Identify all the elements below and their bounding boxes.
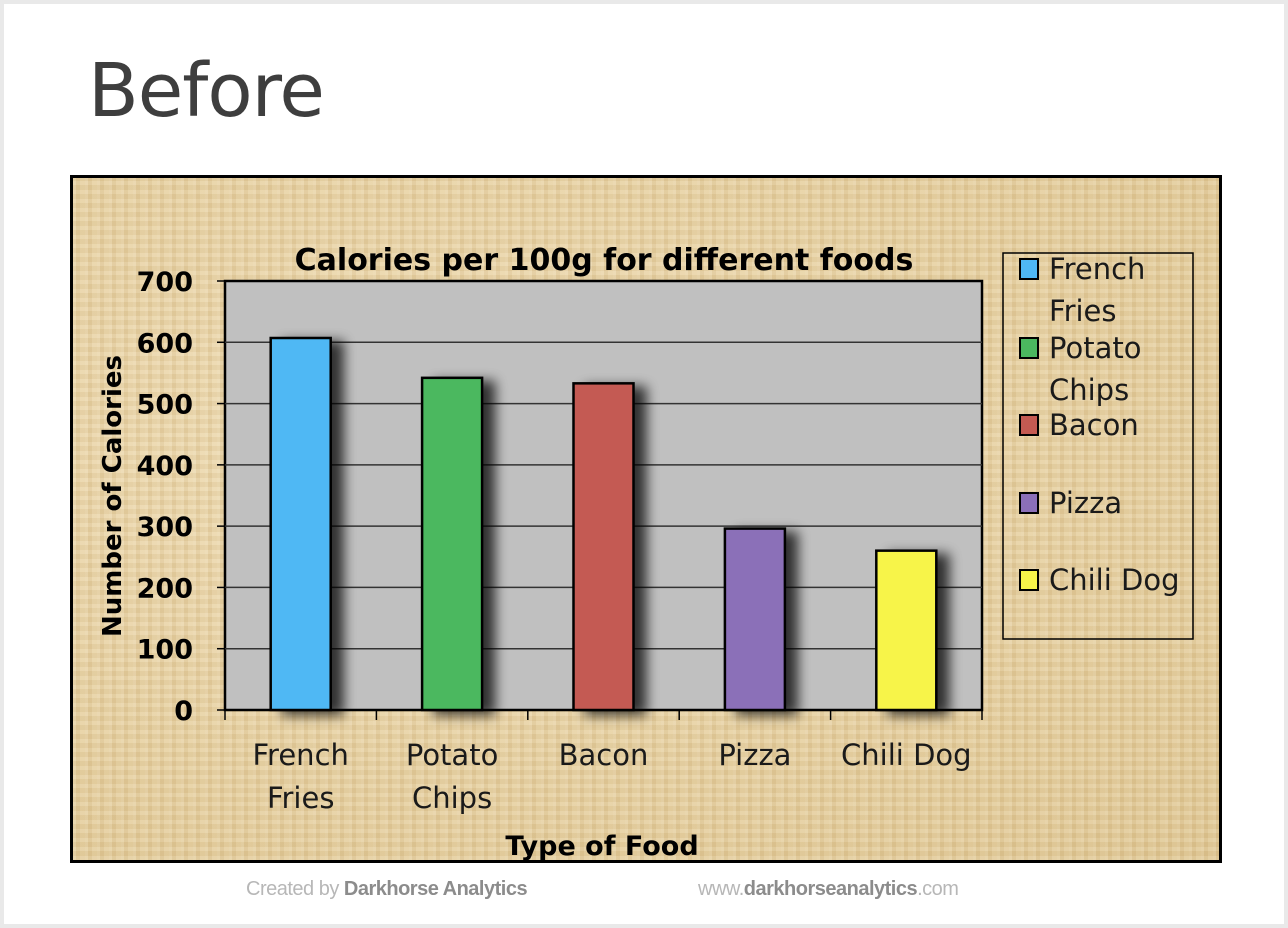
footer-url-brand: darkhorseanalytics (743, 878, 918, 900)
footer-credit-prefix: Created by (246, 878, 344, 900)
x-axis-label: Type of Food (505, 831, 698, 862)
bar-pizza (723, 527, 787, 712)
legend-label: French (1049, 252, 1145, 286)
footer-url[interactable]: www.darkhorseanalytics.com (698, 878, 959, 901)
axes (217, 280, 983, 720)
bar-bacon (572, 382, 635, 712)
y-tick-label: 100 (137, 635, 193, 666)
legend-label: Potato (1049, 331, 1141, 365)
x-tick-label: Chili Dog (841, 738, 972, 772)
x-tick-label: Chips (412, 781, 492, 815)
y-tick-label: 500 (137, 390, 193, 421)
labels: 0 100 200 300 400 500 600 700 French Fries Potato C… (137, 267, 972, 815)
footer-credit-brand: Darkhorse Analytics (343, 878, 528, 900)
y-tick-label: 0 (174, 696, 193, 727)
legend-label: Chips (1049, 373, 1129, 407)
slide: Before 0 100 200 300 400 500 600 700 French Fries… (4, 4, 1284, 924)
legend-label: Fries (1049, 294, 1117, 328)
bars (269, 336, 938, 712)
y-tick-label: 300 (137, 512, 193, 543)
y-tick-label: 200 (137, 573, 193, 604)
bar-potato-chips (420, 376, 484, 712)
chart-title: Calories per 100g for different foods (295, 243, 914, 278)
footer-credit: Created by Darkhorse Analytics (246, 878, 528, 901)
legend-swatch (1019, 569, 1039, 591)
legend-swatch (1019, 492, 1039, 514)
x-tick-label: French (252, 738, 348, 772)
chart-frame: 0 100 200 300 400 500 600 700 French Fries Potato C… (70, 175, 1222, 863)
y-tick-label: 700 (137, 267, 193, 298)
footer-url-prefix: www. (698, 878, 744, 900)
legend-swatch (1019, 258, 1039, 280)
footer-url-suffix: .com (917, 878, 959, 900)
y-tick-label: 600 (137, 328, 193, 359)
legend-label: Bacon (1049, 408, 1139, 442)
legend-box (1002, 252, 1194, 640)
x-tick-label: Fries (267, 781, 335, 815)
x-tick-label: Bacon (559, 738, 649, 772)
chart-svg: 0100200300400500600700FrenchFriesPotatoC… (98, 243, 1194, 862)
legend-swatch (1019, 337, 1039, 359)
x-tick-label: Potato (406, 738, 498, 772)
slide-title: Before (88, 48, 325, 134)
y-axis-label: Number of Calories (98, 355, 128, 637)
legend-swatch (1019, 414, 1039, 436)
legend-label: Chili Dog (1049, 563, 1180, 597)
legend-label: Pizza (1049, 486, 1122, 520)
x-tick-label: Pizza (718, 738, 791, 772)
bar-french-fries (269, 336, 332, 712)
y-tick-label: 400 (137, 451, 193, 482)
bar-chili-dog (875, 549, 938, 712)
